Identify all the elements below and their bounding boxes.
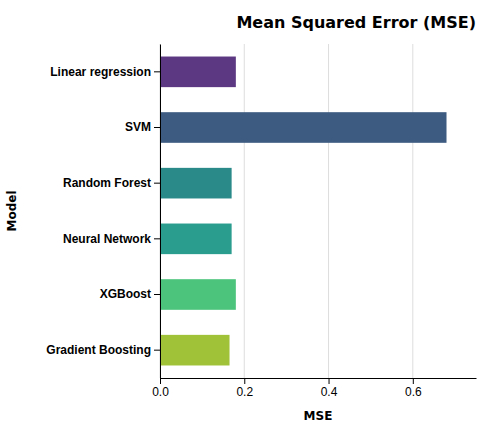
y-tick-mark	[154, 127, 160, 128]
y-tick-label: Linear regression	[50, 65, 151, 79]
title: Mean Squared Error (MSE)	[236, 13, 476, 32]
bar	[160, 224, 232, 255]
x-tick: 0.0	[152, 378, 169, 399]
x-tick-label: 0.6	[405, 385, 422, 399]
grid-line	[244, 44, 245, 378]
plot: 0.0 0.2 0.4 0.6 Linear regression SVM Random F…	[46, 44, 476, 399]
bar	[160, 168, 232, 199]
y-tick: SVM	[125, 120, 160, 134]
y-tick-mark	[154, 183, 160, 184]
y-tick-mark	[154, 350, 160, 351]
x-tick-mark	[160, 378, 161, 384]
y-axis-title: Model	[5, 190, 19, 231]
y-tick-mark	[154, 71, 160, 72]
y-tick-label: XGBoost	[100, 287, 151, 301]
y-tick-mark	[154, 294, 160, 295]
grid-line	[328, 44, 329, 378]
x-tick-mark	[413, 378, 414, 384]
grid	[160, 44, 413, 378]
x-tick-mark	[329, 378, 330, 384]
y-axis: Linear regression SVM Random Forest Neural …	[46, 45, 160, 379]
bars	[160, 57, 447, 366]
x-axis-line	[161, 378, 477, 379]
chart: 0.0 0.2 0.4 0.6 Linear regression SVM Random F…	[0, 0, 500, 434]
y-axis-line	[160, 45, 161, 379]
y-tick: Gradient Boosting	[46, 343, 160, 357]
bar	[160, 335, 230, 366]
x-tick: 0.2	[236, 378, 253, 399]
y-tick-label: Neural Network	[63, 232, 151, 246]
grid-line	[412, 44, 413, 378]
x-tick: 0.6	[405, 378, 422, 399]
bar	[160, 57, 236, 88]
x-tick-label: 0.4	[321, 385, 338, 399]
x-tick: 0.4	[321, 378, 338, 399]
x-tick-label: 0.0	[152, 385, 169, 399]
x-tick-mark	[244, 378, 245, 384]
x-tick-label: 0.2	[236, 385, 253, 399]
y-tick: Random Forest	[63, 176, 160, 190]
bar	[160, 279, 236, 310]
y-tick-mark	[154, 238, 160, 239]
y-tick: XGBoost	[100, 287, 160, 301]
y-tick-label: Gradient Boosting	[46, 343, 151, 357]
bar	[160, 112, 447, 143]
grid-line	[160, 44, 161, 378]
y-tick: Neural Network	[63, 232, 160, 246]
x-axis-title: MSE	[304, 409, 333, 423]
y-tick-label: SVM	[125, 120, 151, 134]
x-axis: 0.0 0.2 0.4 0.6	[152, 378, 476, 399]
y-tick-label: Random Forest	[63, 176, 151, 190]
y-tick: Linear regression	[50, 65, 160, 79]
